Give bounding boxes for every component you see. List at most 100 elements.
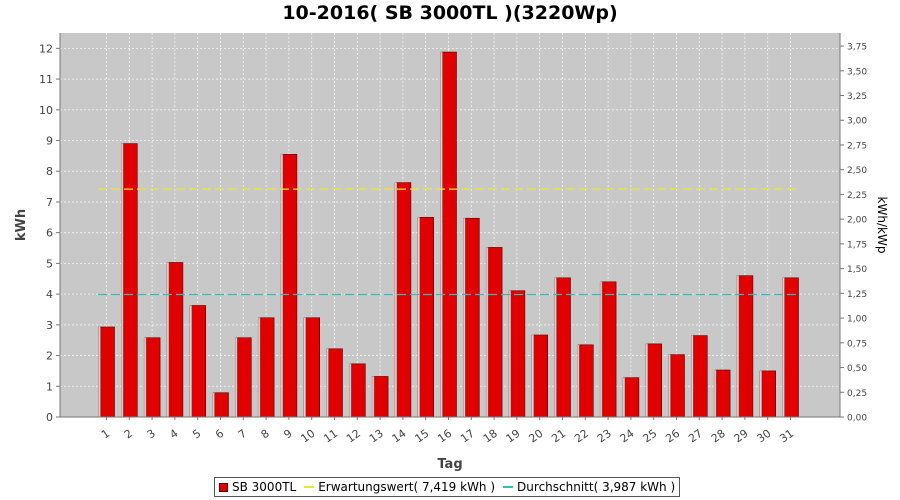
y2-tick-label: 3,75	[847, 43, 867, 53]
x-tick-label: 19	[504, 427, 523, 446]
y-axis-title: kWh	[14, 209, 29, 241]
bar	[442, 51, 457, 418]
bar-highlight	[280, 154, 284, 418]
x-tick-label: 20	[526, 427, 545, 446]
bar-highlight	[212, 392, 215, 418]
legend-label-series: SB 3000TL	[232, 480, 297, 494]
y-tick-label: 2	[46, 350, 53, 363]
bar	[373, 376, 389, 418]
bar	[123, 143, 138, 418]
bar-highlight	[531, 334, 534, 418]
legend-item-average: Durchschnitt( 3,987 kWh )	[503, 480, 675, 494]
bar-highlight	[463, 218, 466, 418]
x-tick-label: 12	[344, 427, 363, 446]
y-tick-label: 4	[46, 288, 53, 301]
bar	[647, 343, 663, 418]
bar	[692, 335, 708, 418]
y2-tick-label: 0,50	[847, 364, 867, 374]
bar-highlight	[440, 51, 443, 418]
x-tick-label: 27	[686, 427, 705, 446]
y2-tick-label: 1,50	[847, 265, 867, 275]
y-tick-label: 11	[39, 73, 53, 86]
bar	[168, 262, 184, 418]
bar	[396, 182, 412, 418]
x-tick-label: 5	[190, 427, 203, 442]
y-tick-label: 3	[46, 319, 53, 332]
bar	[624, 377, 640, 418]
y2-tick-label: 0,75	[847, 339, 867, 349]
y2-tick-label: 1,00	[847, 315, 867, 325]
legend-label-average: Durchschnitt( 3,987 kWh )	[517, 480, 676, 494]
bar-highlight	[554, 277, 557, 418]
y-tick-label: 5	[46, 257, 53, 270]
x-tick-label: 17	[458, 427, 477, 446]
bar-highlight	[713, 369, 717, 418]
x-tick-label: 13	[367, 427, 386, 446]
bar-highlight	[668, 354, 671, 418]
bar	[510, 290, 526, 418]
x-tick-label: 23	[595, 427, 614, 446]
bar	[191, 305, 206, 418]
bar	[761, 370, 777, 418]
bar	[282, 154, 298, 418]
y-tick-label: 8	[46, 165, 53, 178]
chart-title: 10-2016( SB 3000TL )(3220Wp)	[282, 2, 618, 24]
bar	[601, 281, 617, 418]
y2-tick-label: 3,00	[847, 117, 867, 127]
bar-highlight	[326, 348, 329, 418]
bar-highlight	[394, 182, 398, 418]
bar-highlight	[645, 343, 648, 418]
bar	[237, 337, 252, 418]
x-tick-label: 16	[435, 427, 454, 446]
x-tick-label: 11	[321, 427, 340, 446]
bar	[145, 337, 161, 418]
y2-tick-label: 1,25	[847, 290, 867, 300]
x-tick-label: 29	[732, 427, 751, 446]
bar-highlight	[371, 376, 375, 418]
bar	[738, 275, 754, 418]
x-tick-label: 9	[281, 427, 294, 442]
x-tick-label: 14	[390, 427, 409, 446]
legend-swatch-expected	[304, 486, 315, 488]
bar	[419, 217, 435, 418]
x-tick-label: 21	[549, 427, 568, 446]
bar-highlight	[235, 337, 238, 418]
reference-lines	[98, 188, 800, 296]
y-tick-label: 1	[46, 380, 53, 393]
bar-highlight	[143, 337, 147, 418]
legend-item-series: SB 3000TL	[219, 480, 296, 494]
y2-tick-label: 2,50	[847, 166, 867, 176]
bar-highlight	[759, 370, 762, 418]
x-tick-label: 4	[167, 427, 180, 442]
bar	[214, 392, 229, 418]
bars	[98, 51, 799, 418]
y2-tick-label: 2,00	[847, 216, 867, 226]
bar-highlight	[577, 344, 580, 418]
x-tick-label: 1	[99, 427, 112, 442]
x-tick-label: 25	[640, 427, 659, 446]
bar-highlight	[782, 277, 785, 418]
bar	[670, 354, 685, 418]
bar	[100, 326, 115, 418]
bar-highlight	[166, 262, 170, 418]
bar-highlight	[508, 290, 512, 418]
x-tick-label: 15	[412, 427, 431, 446]
x-tick-label: 6	[213, 427, 226, 442]
bar-highlight	[691, 335, 694, 418]
bar	[556, 277, 571, 418]
bar-highlight	[736, 275, 740, 418]
bar-highlight	[622, 377, 626, 418]
y-tick-label: 10	[39, 104, 53, 117]
bar	[350, 363, 366, 418]
legend-item-expected: Erwartungswert( 7,419 kWh )	[304, 480, 495, 494]
y2-tick-label: 1,75	[847, 240, 867, 250]
bar-highlight	[599, 281, 603, 418]
x-tick-label: 26	[663, 427, 682, 446]
y2-tick-label: 3,50	[847, 67, 867, 77]
bar	[259, 317, 275, 418]
x-tick-label: 31	[777, 427, 796, 446]
x-tick-label: 8	[259, 427, 272, 442]
bar	[305, 317, 321, 418]
y2-tick-label: 0,00	[847, 414, 867, 424]
